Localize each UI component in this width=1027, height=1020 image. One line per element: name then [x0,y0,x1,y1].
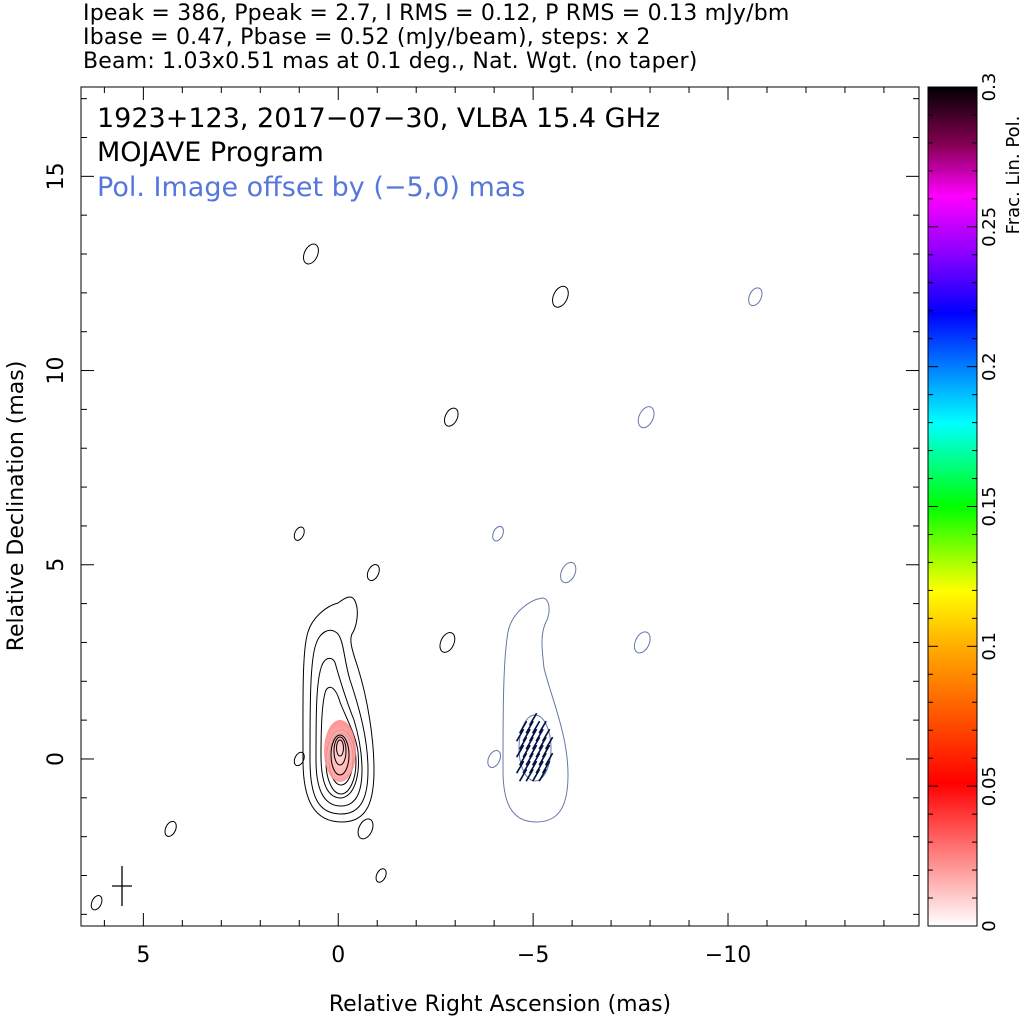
pol-island [637,406,655,429]
program-annotation: MOJAVE Program [97,137,324,168]
source-annotation: 1923+123, 2017−07−30, VLBA 15.4 GHz [97,103,660,134]
evpa-vector [522,744,531,758]
pol-island [487,750,501,768]
y-tick-labels: 0 5 10 15 [44,162,69,766]
jet-outer-contour [302,596,375,823]
evpa-vector [525,768,534,782]
evpa-vector [522,760,531,774]
y-tick-label: 10 [44,357,69,385]
header-line-1: Ipeak = 386, Ppeak = 2.7, I RMS = 0.12, … [83,1,790,26]
stokes-i-island [293,751,305,767]
offset-annotation: Pol. Image offset by (−5,0) mas [97,172,525,203]
stokes-i-island [439,632,456,653]
core-contours-overlay [330,734,350,776]
x-tick-labels: 5 0 −5 −10 [136,943,751,968]
evpa-vector [535,744,544,758]
y-axis-label: Relative Declination (mas) [4,361,29,652]
evpa-vector [518,768,528,782]
x-tick-label: 0 [331,943,345,968]
evpa-vector [525,720,534,734]
evpa-vector [541,760,551,774]
jet-contour-3 [315,657,363,807]
fractional-pol-core-fill [324,720,356,782]
x-tick-label: 5 [136,943,150,968]
axis-ticks [81,87,919,926]
pol-island [748,287,763,307]
evpa-vector [528,728,538,742]
y-tick-label: 15 [44,162,69,190]
colorbar-tick-label: 0.05 [979,766,1000,806]
colorbar-ticks: 0 0.05 0.1 0.15 0.2 0.25 0.3 [928,73,1000,932]
stokes-i-island [375,868,387,883]
evpa-vector [515,760,525,774]
colorbar-tick-label: 0.3 [979,73,1000,102]
y-tick-label: 5 [44,558,69,572]
evpa-vector [528,712,538,726]
x-axis-label: Relative Right Ascension (mas) [329,992,671,1017]
evpa-vector [518,752,528,766]
evpa-vector [522,728,531,742]
plot-frame [80,86,920,927]
stokes-i-island [164,820,177,837]
colorbar-label: Frac. Lin. Pol. [1003,116,1024,235]
colorbar-tick-label: 0 [979,920,1000,931]
stokes-i-contours [302,596,375,823]
evpa-vector [531,736,541,750]
evpa-vector [518,736,528,750]
polarized-intensity-contours [502,597,569,823]
evpa-vector [515,744,525,758]
evpa-vector [535,728,544,742]
header-line-2: Ibase = 0.47, Pbase = 0.52 (mJy/beam), s… [83,25,651,50]
jet-contour-4 [320,686,359,799]
evpa-vector [515,728,525,742]
beam-cross [112,866,132,906]
stokes-i-island [444,407,459,427]
stokes-i-island [366,564,380,582]
evpa-vector [528,760,538,774]
stokes-i-island [90,895,103,911]
evpa-vector [525,752,534,766]
stokes-i-islands [90,243,569,911]
evpa-vector [531,720,541,734]
colorbar-tick-label: 0.2 [979,352,1000,381]
pol-island [560,561,577,584]
evpa-vector [538,720,547,734]
evpa-vector [544,736,554,750]
pol-outer-contour [502,597,569,823]
evpa-vector [538,736,547,750]
evpa-vector [538,752,547,766]
evpa-vector [541,728,551,742]
stokes-i-island [293,526,305,541]
evpa-vector [544,752,554,766]
jet-contour-2 [309,629,369,815]
x-tick-label: −10 [705,943,751,968]
evpa-vector [541,744,551,758]
evpa-vector [538,768,547,782]
stokes-i-island [357,818,374,840]
colorbar-tick-label: 0.15 [979,486,1000,526]
pol-island [492,525,504,542]
stokes-i-island [303,243,319,265]
evpa-vectors [515,712,554,782]
y-tick-label: 0 [44,752,69,766]
evpa-vector [535,760,544,774]
header-line-3: Beam: 1.03x0.51 mas at 0.1 deg., Nat. Wg… [83,49,698,74]
evpa-vector [531,768,541,782]
evpa-vector [518,720,528,734]
colorbar-tick-label: 0.25 [979,207,1000,247]
x-tick-label: −5 [517,943,549,968]
stokes-i-island [552,285,569,308]
pol-islands [487,287,763,768]
evpa-vector [531,752,541,766]
evpa-vector [528,744,538,758]
colorbar-tick-label: 0.1 [979,632,1000,661]
pol-island [633,631,651,654]
evpa-vector [525,736,534,750]
